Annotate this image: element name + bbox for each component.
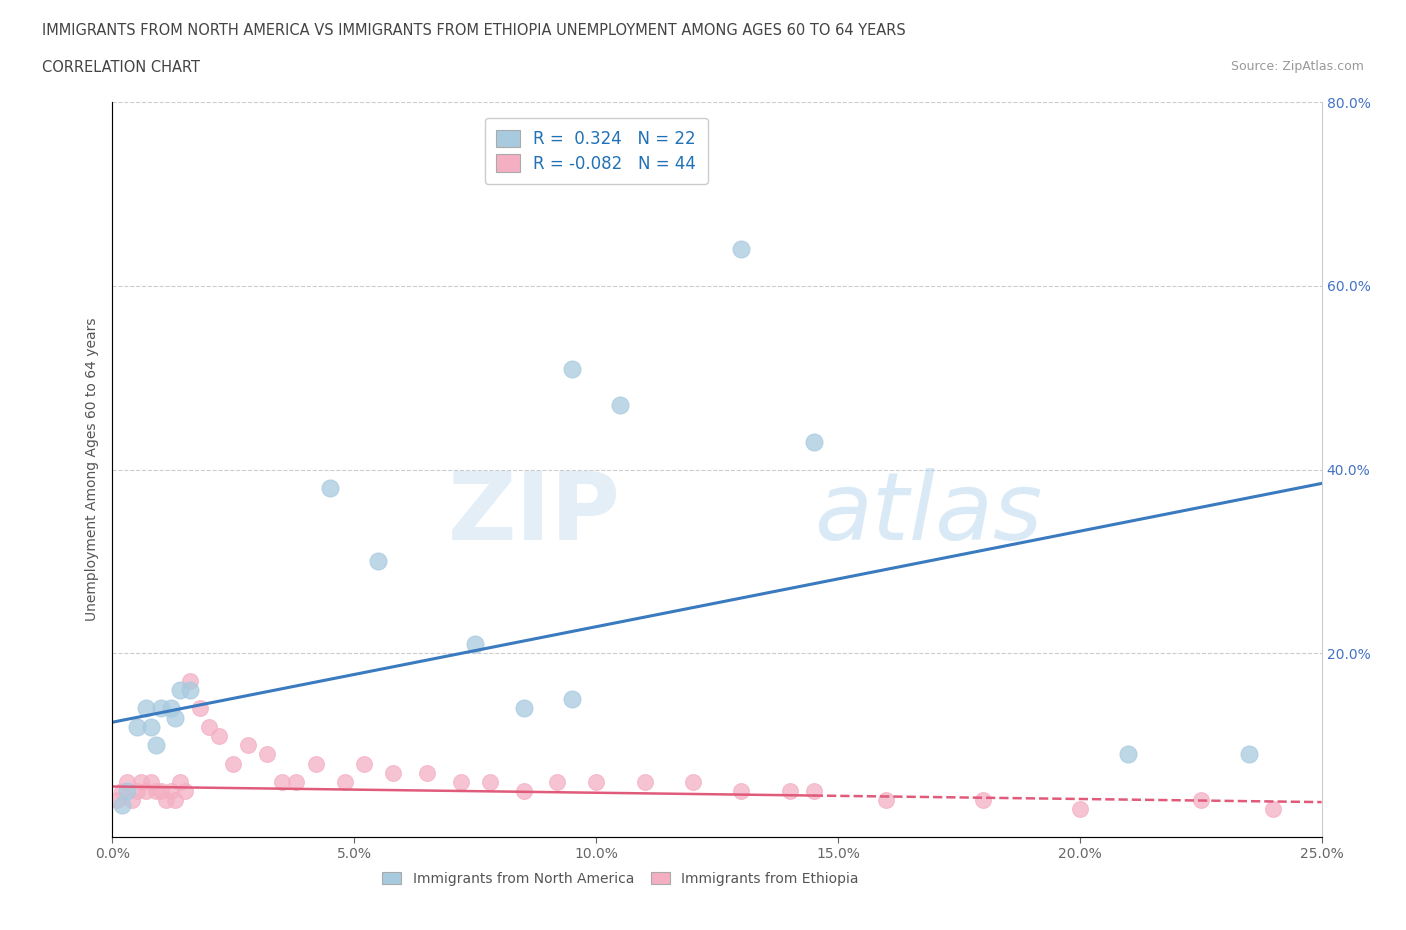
Point bbox=[169, 683, 191, 698]
Point bbox=[270, 775, 292, 790]
Point bbox=[115, 775, 138, 790]
Point bbox=[115, 784, 138, 799]
Point bbox=[159, 701, 181, 716]
Point bbox=[169, 775, 191, 790]
Point bbox=[319, 481, 342, 496]
Legend: Immigrants from North America, Immigrants from Ethiopia: Immigrants from North America, Immigrant… bbox=[375, 865, 866, 893]
Point bbox=[585, 775, 607, 790]
Point bbox=[1237, 747, 1260, 762]
Point bbox=[105, 792, 128, 807]
Point bbox=[367, 554, 389, 569]
Point bbox=[779, 784, 801, 799]
Point bbox=[512, 701, 534, 716]
Point bbox=[145, 737, 167, 752]
Point bbox=[353, 756, 375, 771]
Point bbox=[159, 784, 181, 799]
Point bbox=[478, 775, 501, 790]
Point bbox=[682, 775, 704, 790]
Point bbox=[512, 784, 534, 799]
Point bbox=[141, 775, 163, 790]
Point bbox=[141, 720, 163, 735]
Point bbox=[609, 398, 631, 413]
Point bbox=[135, 784, 157, 799]
Point bbox=[464, 637, 486, 652]
Point bbox=[135, 701, 157, 716]
Point bbox=[188, 701, 211, 716]
Text: IMMIGRANTS FROM NORTH AMERICA VS IMMIGRANTS FROM ETHIOPIA UNEMPLOYMENT AMONG AGE: IMMIGRANTS FROM NORTH AMERICA VS IMMIGRA… bbox=[42, 23, 905, 38]
Text: Source: ZipAtlas.com: Source: ZipAtlas.com bbox=[1230, 60, 1364, 73]
Point bbox=[382, 765, 405, 780]
Point bbox=[730, 242, 752, 257]
Y-axis label: Unemployment Among Ages 60 to 64 years: Unemployment Among Ages 60 to 64 years bbox=[86, 318, 100, 621]
Text: ZIP: ZIP bbox=[447, 468, 620, 560]
Point bbox=[149, 784, 172, 799]
Point bbox=[111, 797, 134, 812]
Point bbox=[155, 792, 177, 807]
Point bbox=[208, 728, 231, 743]
Point bbox=[165, 711, 187, 725]
Point bbox=[546, 775, 568, 790]
Point bbox=[1069, 802, 1091, 817]
Point bbox=[222, 756, 245, 771]
Point bbox=[285, 775, 308, 790]
Point bbox=[803, 784, 825, 799]
Point bbox=[450, 775, 472, 790]
Point bbox=[145, 784, 167, 799]
Point bbox=[149, 701, 172, 716]
Point bbox=[1189, 792, 1212, 807]
Point bbox=[198, 720, 221, 735]
Point bbox=[730, 784, 752, 799]
Text: CORRELATION CHART: CORRELATION CHART bbox=[42, 60, 200, 75]
Text: atlas: atlas bbox=[814, 468, 1042, 559]
Point bbox=[1263, 802, 1285, 817]
Point bbox=[1116, 747, 1139, 762]
Point bbox=[111, 784, 134, 799]
Point bbox=[125, 784, 148, 799]
Point bbox=[333, 775, 356, 790]
Point bbox=[561, 692, 583, 707]
Point bbox=[633, 775, 655, 790]
Point bbox=[179, 683, 201, 698]
Point bbox=[304, 756, 326, 771]
Point bbox=[174, 784, 197, 799]
Point bbox=[803, 434, 825, 449]
Point bbox=[165, 792, 187, 807]
Point bbox=[131, 775, 153, 790]
Point bbox=[972, 792, 994, 807]
Point bbox=[125, 720, 148, 735]
Point bbox=[416, 765, 439, 780]
Point bbox=[236, 737, 259, 752]
Point bbox=[121, 792, 143, 807]
Point bbox=[875, 792, 897, 807]
Point bbox=[561, 361, 583, 376]
Point bbox=[256, 747, 278, 762]
Point bbox=[179, 673, 201, 688]
